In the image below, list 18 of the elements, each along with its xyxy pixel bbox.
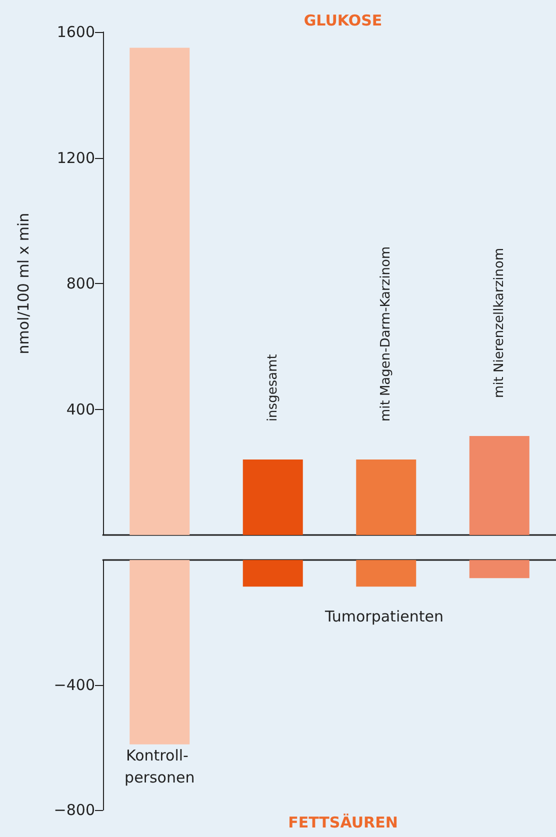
annotation: Tumorpatienten [324,608,444,626]
x-tick-label: insgesamt [265,354,280,422]
y-tick-label: −400 [54,676,95,694]
y-tick-label: 800 [66,274,95,292]
bar [242,460,303,535]
bar [356,460,416,535]
y-tick-label: 400 [66,400,95,418]
y-tick-label: 1600 [56,23,95,41]
bar [130,48,190,535]
y-tick-label: 1200 [56,148,95,167]
bar [469,436,530,535]
chart-title: GLUKOSE [304,12,382,30]
x-tick-label: Kontroll- personen [124,746,195,786]
y-tick-label: −800 [54,801,95,819]
x-tick-label: mit Magen-Darm-Karzinom [378,246,394,422]
x-tick-label: mit Nierenzellkarzinom [492,248,507,398]
text: FETTSÄUREN [288,814,398,832]
y-axis-title: nmol/100 ml x min [14,212,32,354]
